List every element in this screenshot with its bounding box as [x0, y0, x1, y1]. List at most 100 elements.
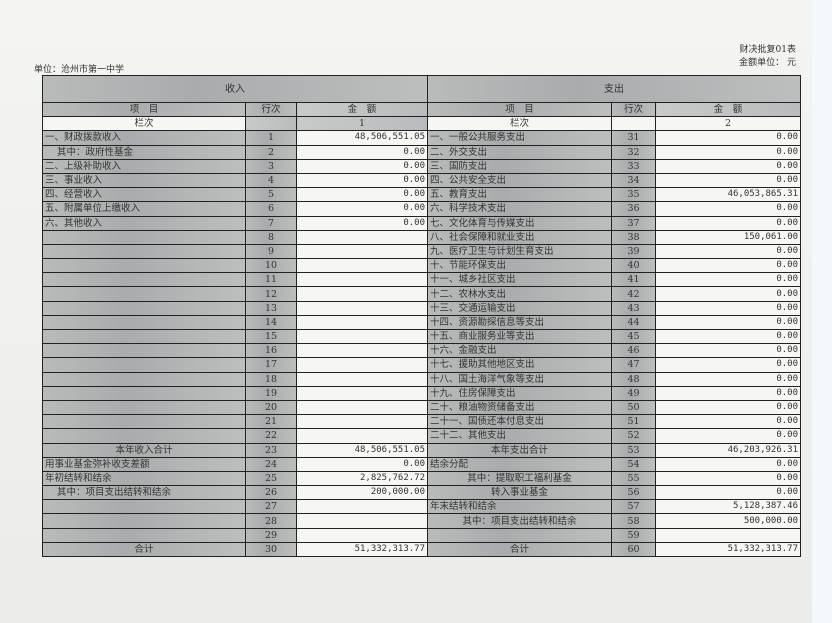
- income-amount: [295, 357, 429, 373]
- income-item: [42, 243, 246, 260]
- income-line-no: 22: [245, 428, 297, 444]
- income-amount: [295, 328, 429, 345]
- table-row: 一、财政拨款收入 1 48,506,551.05 一、一般公共服务支出 31 0.00: [42, 130, 802, 146]
- table-row: 8 八、社会保障和就业支出 38 150,061.00: [42, 229, 802, 245]
- table-row: 21 二十一、国债还本付息支出 51 0.00: [42, 414, 802, 430]
- income-item: [42, 527, 246, 543]
- expense-line-no: 41: [611, 272, 657, 288]
- table-row: 14 十四、资源勘探信息等支出 44 0.00: [42, 314, 802, 331]
- expense-amount: 0.00: [655, 158, 802, 174]
- income-item: 用事业基金弥补收支差额: [42, 456, 246, 472]
- income-amount: 0.00: [295, 144, 429, 160]
- income-item: [42, 286, 246, 302]
- income-item: [42, 314, 246, 331]
- column-index-row: 栏次 1 栏次 2: [42, 116, 802, 132]
- expense-line-no: 36: [611, 201, 657, 217]
- expense-amount: 46,203,926.31: [655, 442, 802, 458]
- income-amount: [295, 499, 429, 515]
- expense-item: 合计: [427, 541, 613, 558]
- form-code: 财决批复01表: [739, 45, 796, 55]
- income-item: 年初结转和结余: [42, 470, 246, 487]
- income-item: [42, 328, 246, 345]
- table-row: 其中：项目支出结转和结余 26 200,000.00 转入事业基金 56 0.00: [42, 485, 802, 501]
- expense-item: 二十一、国债还本付息支出: [427, 414, 613, 430]
- income-line-no: 23: [245, 442, 297, 458]
- table-row: 六、其他收入 7 0.00 七、文化体育与传媒支出 37 0.00: [42, 215, 802, 231]
- expense-amount: 0.00: [655, 485, 802, 501]
- income-item: [42, 258, 246, 274]
- expense-amount: 0.00: [655, 456, 802, 472]
- expense-item: [427, 527, 613, 543]
- expense-amount: 0.00: [655, 399, 802, 416]
- expense-line-no: 48: [611, 371, 657, 387]
- table-row: 二、上级补助收入 3 0.00 三、国防支出 33 0.00: [42, 158, 802, 174]
- table-row: 20 二十、粮油物资储备支出 50 0.00: [42, 399, 802, 416]
- expense-item: 转入事业基金: [427, 485, 613, 501]
- income-item: [42, 371, 246, 387]
- window-edge: [812, 0, 832, 623]
- expense-line-no: 47: [611, 357, 657, 373]
- table-row: 27 年末结转和结余 57 5,128,387.46: [42, 499, 802, 515]
- form-header: 财决批复01表 金额单位： 元: [739, 44, 796, 70]
- expense-item: 七、文化体育与传媒支出: [427, 215, 613, 231]
- expense-line-header: 行次: [611, 101, 657, 118]
- income-line-no: 6: [245, 201, 297, 217]
- income-amount: 51,332,313.77: [295, 541, 429, 558]
- income-index-line: [245, 116, 297, 132]
- expense-amount: 0.00: [655, 286, 802, 302]
- expense-line-no: 43: [611, 300, 657, 316]
- expense-line-no: 34: [611, 172, 657, 189]
- expense-item: 年末结转和结余: [427, 499, 613, 515]
- expense-line-no: 58: [611, 513, 657, 529]
- expense-item: 十、节能环保支出: [427, 258, 613, 274]
- table-row: 16 十六、金融支出 46 0.00: [42, 343, 802, 359]
- expense-item: 十六、金融支出: [427, 343, 613, 359]
- table-row: 年初结转和结余 25 2,825,762.72 其中：提取职工福利基金 55 0.00: [42, 470, 802, 487]
- expense-item: 十四、资源勘探信息等支出: [427, 314, 613, 331]
- table-row: 15 十五、商业服务业等支出 45 0.00: [42, 328, 802, 345]
- table-row: 本年收入合计 23 48,506,551.05 本年支出合计 53 46,203,926.…: [42, 442, 802, 458]
- income-line-no: 20: [245, 399, 297, 416]
- expense-amount: 0.00: [655, 243, 802, 260]
- expense-header: 支出: [427, 75, 802, 103]
- income-line-no: 16: [245, 343, 297, 359]
- table-row: 合计 30 51,332,313.77 合计 60 51,332,313.77: [42, 541, 802, 558]
- expense-line-no: 31: [611, 130, 657, 146]
- expense-amount: 0.00: [655, 357, 802, 373]
- table-row: 四、经营收入 5 0.00 五、教育支出 35 46,053,865.31: [42, 187, 802, 203]
- income-amount: 2,825,762.72: [295, 470, 429, 487]
- income-item: [42, 399, 246, 416]
- income-line-no: 30: [245, 541, 297, 558]
- income-amount: 0.00: [295, 187, 429, 203]
- income-item: [42, 385, 246, 401]
- income-amount-header: 金 额: [295, 101, 429, 118]
- income-amount: [295, 414, 429, 430]
- expense-amount: 0.00: [655, 328, 802, 345]
- expense-line-no: 33: [611, 158, 657, 174]
- income-line-no: 28: [245, 513, 297, 529]
- income-amount: [295, 527, 429, 543]
- expense-item: 其中：提取职工福利基金: [427, 470, 613, 487]
- expense-line-no: 46: [611, 343, 657, 359]
- expense-line-no: 59: [611, 527, 657, 543]
- income-item: 二、上级补助收入: [42, 158, 246, 174]
- expense-line-no: 53: [611, 442, 657, 458]
- income-line-no: 19: [245, 385, 297, 401]
- income-item: [42, 414, 246, 430]
- income-amount: [295, 300, 429, 316]
- income-line-no: 18: [245, 371, 297, 387]
- income-line-no: 14: [245, 314, 297, 331]
- expense-item: 二十、粮油物资储备支出: [427, 399, 613, 416]
- expense-item: 十八、国土海洋气象等支出: [427, 371, 613, 387]
- table-row: 11 十一、城乡社区支出 41 0.00: [42, 272, 802, 288]
- expense-amount: 0.00: [655, 201, 802, 217]
- income-amount: 0.00: [295, 158, 429, 174]
- unit-label: 单位：沧州市第一中学: [34, 65, 125, 75]
- expense-line-no: 44: [611, 314, 657, 331]
- expense-line-no: 51: [611, 414, 657, 430]
- expense-item: 三、国防支出: [427, 158, 613, 174]
- income-item: 五、附属单位上缴收入: [42, 201, 246, 217]
- expense-amount: 0.00: [655, 343, 802, 359]
- expense-line-no: 57: [611, 499, 657, 515]
- table-row: 29 59: [42, 527, 802, 543]
